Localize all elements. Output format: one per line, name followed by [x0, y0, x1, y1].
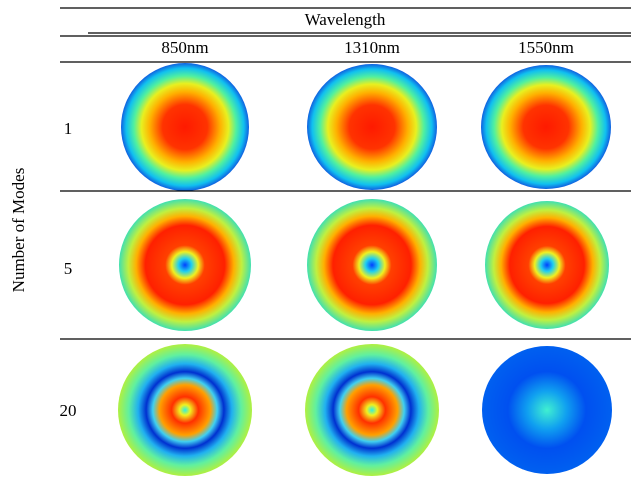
mode-pattern: [307, 199, 437, 331]
mode-pattern: [307, 64, 437, 190]
mode-pattern: [481, 65, 611, 189]
mode-table: Wavelength 850nm 1310nm 1550nm Number of…: [0, 0, 631, 484]
mode-pattern: [121, 63, 249, 191]
header-title: Wavelength: [305, 10, 386, 29]
mode-pattern: [119, 199, 251, 331]
mode-pattern: [118, 344, 252, 476]
mode-pattern: [485, 201, 609, 329]
row-label: 1: [64, 119, 73, 138]
column-header: 1550nm: [518, 38, 574, 57]
column-header: 850nm: [161, 38, 208, 57]
mode-pattern: [482, 346, 612, 474]
row-label: 5: [64, 259, 73, 278]
column-header: 1310nm: [344, 38, 400, 57]
mode-pattern: [305, 344, 439, 476]
row-label: 20: [60, 401, 77, 420]
row-axis-label: Number of Modes: [9, 168, 28, 293]
